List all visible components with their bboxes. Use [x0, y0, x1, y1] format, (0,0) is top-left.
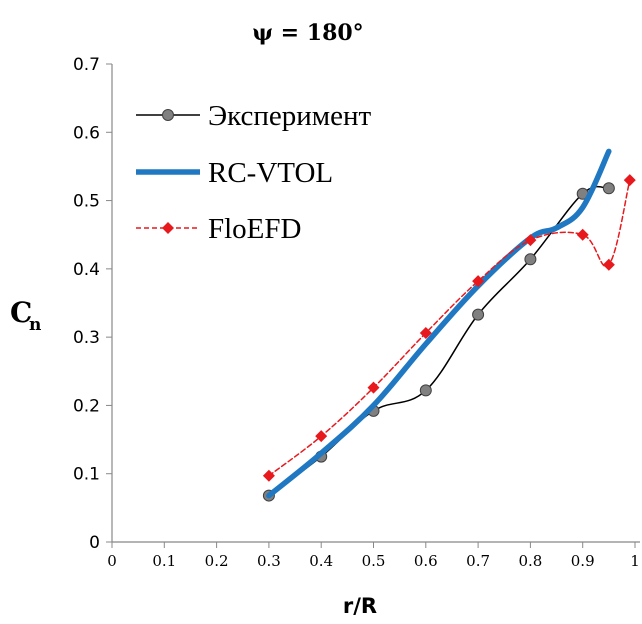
data-point: [472, 275, 485, 288]
x-tick-label: 0.7: [466, 552, 490, 570]
series-floefd: [262, 174, 636, 482]
data-point: [472, 308, 485, 321]
data-point: [524, 253, 537, 266]
legend-item-rcvtol: RC-VTOL: [136, 157, 333, 189]
x-axis-label: r/R: [343, 594, 377, 618]
x-tick-label: 0.5: [362, 552, 386, 570]
y-tick-label: 0.5: [73, 192, 100, 212]
x-tick-label: 0.4: [309, 552, 333, 570]
x-tick-label: 1: [630, 552, 640, 570]
x-tick-label: 0.9: [571, 552, 595, 570]
series-rc-vtol: [266, 148, 612, 499]
x-tick-label: 0.3: [257, 552, 281, 570]
y-tick-label: 0.2: [73, 396, 100, 416]
legend-item-experiment: Эксперимент: [136, 100, 372, 132]
x-tick-label: 0.1: [152, 552, 176, 570]
legend-item-floefd: FloEFD: [136, 213, 301, 245]
legend-label-experiment: Эксперимент: [208, 100, 372, 132]
series-layer: [262, 148, 636, 502]
y-tick-label: 0: [89, 533, 100, 553]
series-line: [268, 179, 631, 477]
x-tick-label: 0: [107, 552, 117, 570]
legend-marker-experiment: [162, 109, 174, 121]
data-point: [576, 228, 589, 241]
data-point: [367, 381, 380, 394]
data-point: [419, 327, 432, 340]
data-point: [602, 258, 615, 271]
data-point: [315, 430, 328, 443]
legend: Эксперимент RC-VTOL FloEFD: [136, 100, 372, 245]
series-line: [266, 148, 612, 499]
y-tick-label: 0.7: [73, 55, 100, 75]
chart-axes: [111, 64, 640, 543]
y-tick-label: 0.4: [73, 260, 100, 280]
y-axis-label-subscript: n: [29, 315, 41, 335]
x-tick-label: 0.8: [518, 552, 542, 570]
data-point: [419, 384, 432, 397]
data-point: [524, 234, 537, 247]
y-tick-label: 0.3: [73, 328, 100, 348]
y-tick-label: 0.1: [73, 465, 100, 485]
legend-label-rcvtol: RC-VTOL: [208, 157, 333, 189]
y-axis-label: C n: [10, 296, 41, 335]
series-series-0: [262, 182, 615, 502]
legend-label-floefd: FloEFD: [208, 213, 301, 245]
x-tick-labels: 0 0.1 0.2 0.3 0.4 0.5 0.6 0.7 0.8 0.9 1: [107, 542, 640, 570]
chart-title: ψ = 180°: [252, 20, 363, 46]
y-axis-label-main: C: [10, 296, 32, 329]
y-tick-labels: 0 0.1 0.2 0.3 0.4 0.5 0.6 0.7: [73, 55, 112, 553]
x-tick-label: 0.2: [205, 552, 229, 570]
x-tick-label: 0.6: [414, 552, 438, 570]
y-tick-label: 0.6: [73, 123, 100, 143]
data-point: [602, 182, 615, 195]
data-point: [623, 174, 636, 187]
data-point: [262, 469, 275, 482]
legend-marker-floefd: [162, 222, 174, 234]
